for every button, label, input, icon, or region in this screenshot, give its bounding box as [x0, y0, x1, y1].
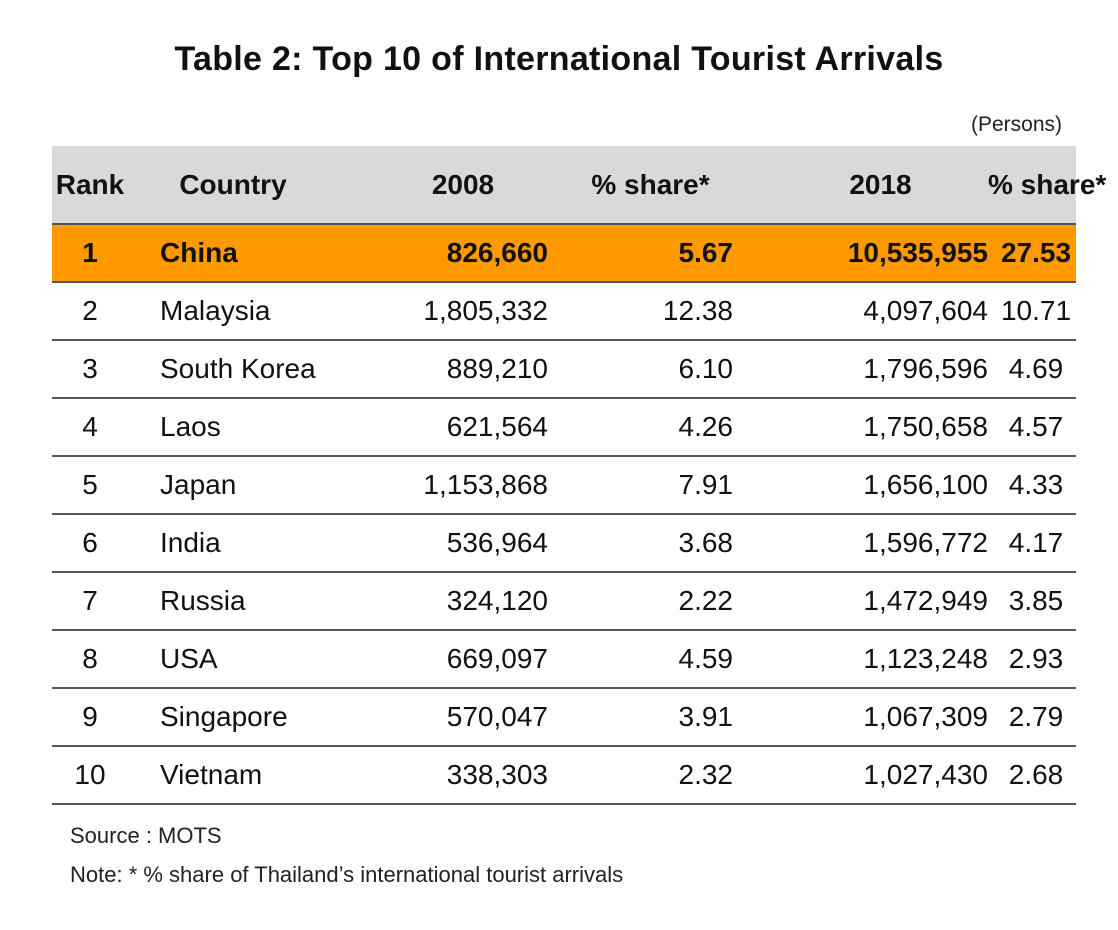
cell-arrivals-2008: 338,303: [446, 759, 548, 790]
cell-arrivals-2008: 889,210: [446, 353, 548, 384]
cell-rank: 2: [82, 295, 98, 326]
cell-arrivals-2008: 669,097: [446, 643, 548, 674]
cell-share-2018: 27.53: [1000, 237, 1072, 268]
cell-country: Russia: [160, 585, 246, 616]
table-row: 5 Japan 1,153,868 7.91 1,656,100 4.33: [52, 456, 1076, 514]
cell-arrivals-2008: 826,660: [446, 237, 548, 268]
cell-share-2008: 4.59: [678, 643, 734, 674]
cell-arrivals-2008: 1,153,868: [423, 469, 548, 500]
cell-rank: 1: [82, 237, 98, 268]
unit-label: (Persons): [970, 113, 1062, 136]
cell-arrivals-2018: 4,097,604: [863, 295, 988, 326]
cell-share-2018: 4.57: [1008, 411, 1064, 442]
cell-arrivals-2008: 536,964: [446, 527, 548, 558]
cell-share-2018: 4.17: [1008, 527, 1064, 558]
cell-share-2008: 5.67: [678, 237, 734, 268]
table-row: 7 Russia 324,120 2.22 1,472,949 3.85: [52, 572, 1076, 630]
cell-country: China: [160, 237, 238, 268]
table-row: 2 Malaysia 1,805,332 12.38 4,097,604 10.71: [52, 282, 1076, 340]
cell-rank: 8: [82, 643, 98, 674]
cell-rank: 4: [82, 411, 98, 442]
cell-arrivals-2018: 1,123,248: [863, 643, 988, 674]
table-row: 4 Laos 621,564 4.26 1,750,658 4.57: [52, 398, 1076, 456]
cell-rank: 5: [82, 469, 98, 500]
cell-share-2008: 2.32: [678, 759, 734, 790]
cell-arrivals-2008: 570,047: [446, 701, 548, 732]
header-2018: 2018: [849, 168, 912, 200]
cell-rank: 10: [74, 759, 106, 790]
cell-share-2008: 6.10: [678, 353, 734, 384]
cell-country: Singapore: [160, 701, 288, 732]
cell-rank: 3: [82, 353, 98, 384]
cell-arrivals-2018: 10,535,955: [847, 237, 988, 268]
header-rank: Rank: [55, 168, 125, 200]
cell-arrivals-2018: 1,796,596: [863, 353, 988, 384]
cell-share-2018: 4.69: [1008, 353, 1064, 384]
cell-rank: 9: [82, 701, 98, 732]
cell-country: USA: [160, 643, 218, 674]
cell-share-2018: 2.68: [1008, 759, 1064, 790]
table-row: 3 South Korea 889,210 6.10 1,796,596 4.69: [52, 340, 1076, 398]
cell-share-2018: 10.71: [1000, 295, 1072, 326]
table-title: Table 2: Top 10 of International Tourist…: [174, 40, 944, 78]
cell-arrivals-2018: 1,027,430: [863, 759, 988, 790]
source-text: Source : MOTS: [70, 823, 222, 848]
cell-arrivals-2008: 324,120: [446, 585, 548, 616]
cell-arrivals-2008: 1,805,332: [423, 295, 548, 326]
table-row: 10 Vietnam 338,303 2.32 1,027,430 2.68: [52, 746, 1076, 804]
cell-share-2008: 3.91: [678, 701, 734, 732]
header-country: Country: [179, 168, 287, 200]
cell-share-2008: 12.38: [662, 295, 733, 326]
table-header-row: Rank Country 2008 % share* 2018 % share*: [52, 146, 1107, 224]
header-share-2018: % share*: [988, 168, 1107, 200]
cell-country: Laos: [160, 411, 221, 442]
header-share-2008: % share*: [591, 168, 710, 200]
cell-arrivals-2018: 1,472,949: [863, 585, 988, 616]
cell-share-2018: 2.79: [1008, 701, 1064, 732]
cell-country: South Korea: [160, 353, 316, 384]
cell-arrivals-2018: 1,067,309: [863, 701, 988, 732]
cell-share-2008: 3.68: [678, 527, 734, 558]
cell-share-2008: 7.91: [678, 469, 734, 500]
cell-share-2008: 4.26: [678, 411, 734, 442]
table-body: 1 China 826,660 5.67 10,535,955 27.53 2 Malaysi…: [52, 224, 1076, 804]
cell-share-2008: 2.22: [678, 585, 734, 616]
tourist-arrivals-table: Rank Country 2008 % share* 2018 % share*…: [52, 146, 1107, 805]
table-row-highlighted: 1 China 826,660 5.67 10,535,955 27.53: [52, 224, 1076, 282]
table-row: 9 Singapore 570,047 3.91 1,067,309 2.79: [52, 688, 1076, 746]
cell-country: India: [160, 527, 221, 558]
table-row: 8 USA 669,097 4.59 1,123,248 2.93: [52, 630, 1076, 688]
cell-share-2018: 4.33: [1008, 469, 1064, 500]
note-text: Note: * % share of Thailand’s internatio…: [70, 862, 624, 887]
cell-share-2018: 3.85: [1008, 585, 1064, 616]
cell-arrivals-2018: 1,656,100: [863, 469, 988, 500]
cell-share-2018: 2.93: [1008, 643, 1064, 674]
header-2008: 2008: [431, 168, 495, 200]
cell-arrivals-2018: 1,596,772: [863, 527, 988, 558]
cell-arrivals-2018: 1,750,658: [863, 411, 988, 442]
cell-rank: 6: [82, 527, 98, 558]
cell-arrivals-2008: 621,564: [446, 411, 548, 442]
cell-country: Malaysia: [160, 295, 271, 326]
table-row: 6 India 536,964 3.68 1,596,772 4.17: [52, 514, 1076, 572]
cell-country: Vietnam: [160, 759, 263, 790]
cell-country: Japan: [160, 469, 237, 500]
cell-rank: 7: [82, 585, 98, 616]
